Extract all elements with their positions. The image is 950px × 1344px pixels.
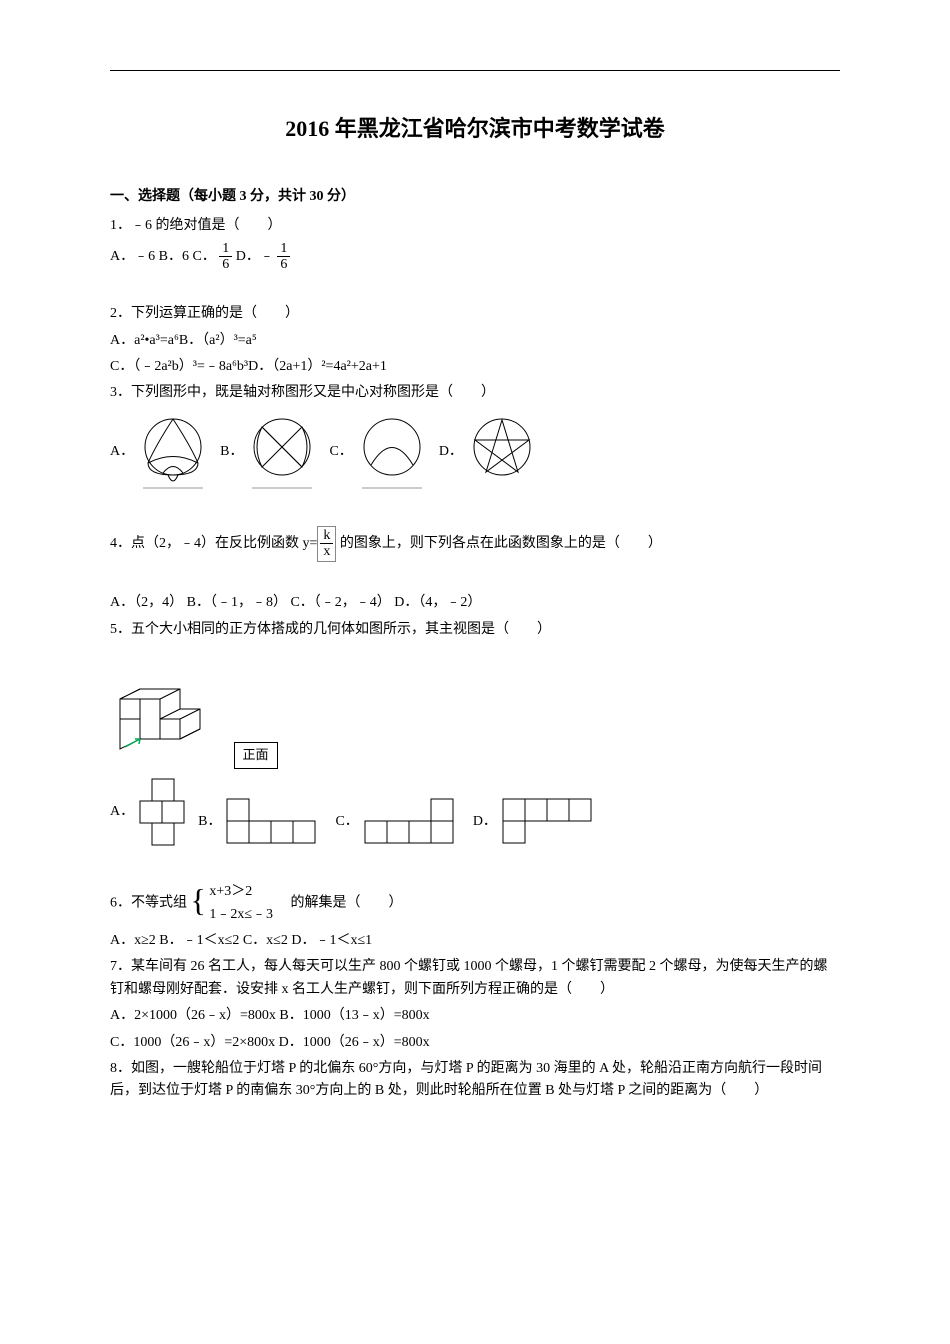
q6-options: A．x≥2 B．﹣1＜x≤2 C．x≤2 D．﹣1＜x≤1	[110, 930, 840, 952]
q5-main-figure: 正面	[110, 649, 840, 769]
section-header: 一、选择题（每小题 3 分，共计 30 分）	[110, 186, 840, 208]
q5-label-b: B．	[198, 811, 221, 833]
q3-options-row: A． B． C．	[110, 415, 840, 490]
q5-figure-a	[138, 777, 188, 847]
q3-figure-b	[247, 415, 317, 490]
q1-opts-text: A．﹣6 B．6 C．	[110, 249, 216, 264]
fraction-k-x: k x	[317, 526, 336, 562]
q3-label-c: C．	[329, 441, 352, 463]
q7-row1: A．2×1000（26﹣x）=800x B．1000（13﹣x）=800x	[110, 1005, 840, 1027]
q4-options: A．（2，4） B．（﹣1，﹣8） C．（﹣2，﹣4） D．（4，﹣2）	[110, 592, 840, 614]
q5-label-c: C．	[335, 811, 358, 833]
q7-stem: 7．某车间有 26 名工人，每人每天可以生产 800 个螺钉或 1000 个螺母…	[110, 956, 840, 1001]
inequality-system: x+3＞2 1﹣2x≤﹣3	[209, 881, 273, 926]
q8-stem: 8．如图，一艘轮船位于灯塔 P 的北偏东 60°方向，与灯塔 P 的距离为 30…	[110, 1058, 840, 1103]
q1-options: A．﹣6 B．6 C． 1 6 D．﹣ 1 6	[110, 241, 840, 273]
q1-stem: 1．﹣6 的绝对值是（ ）	[110, 215, 840, 237]
q3-label-b: B．	[220, 441, 243, 463]
page-title: 2016 年黑龙江省哈尔滨市中考数学试卷	[110, 111, 840, 146]
fraction-1-6-neg: 1 6	[277, 241, 290, 273]
q5-label-d: D．	[473, 811, 497, 833]
q3-figure-c	[357, 415, 427, 490]
q5-stem: 5．五个大小相同的正方体搭成的几何体如图所示，其主视图是（ ）	[110, 619, 840, 641]
q2-row1: A．a²•a³=a⁶B．（a²）³=a⁵	[110, 330, 840, 352]
brace-icon: {	[191, 884, 206, 916]
q4-stem: 4．点（2，﹣4）在反比例函数 y= k x 的图象上，则下列各点在此函数图象上…	[110, 526, 840, 562]
q3-label-a: A．	[110, 441, 134, 463]
q1-opts-text2: D．﹣	[236, 249, 274, 264]
q5-options-row: A． B．	[110, 777, 840, 847]
q5-label-a: A．	[110, 801, 134, 823]
q5-figure-d	[501, 797, 601, 847]
q3-label-d: D．	[439, 441, 463, 463]
q5-figure-c	[363, 797, 463, 847]
q7-row2: C．1000（26﹣x）=2×800x D．1000（26﹣x）=800x	[110, 1032, 840, 1054]
q2-row2: C．（﹣2a²b）³=﹣8a⁶b³D．（2a+1）²=4a²+2a+1	[110, 356, 840, 378]
q2-stem: 2．下列运算正确的是（ ）	[110, 303, 840, 325]
front-label: 正面	[234, 742, 278, 769]
q6-stem: 6．不等式组 { x+3＞2 1﹣2x≤﹣3 的解集是（ ）	[110, 881, 840, 926]
q3-figure-a	[138, 415, 208, 490]
fraction-1-6: 1 6	[219, 241, 232, 273]
q3-stem: 3．下列图形中，既是轴对称图形又是中心对称图形是（ ）	[110, 382, 840, 404]
q5-figure-b	[225, 797, 325, 847]
q3-figure-d	[467, 415, 537, 490]
